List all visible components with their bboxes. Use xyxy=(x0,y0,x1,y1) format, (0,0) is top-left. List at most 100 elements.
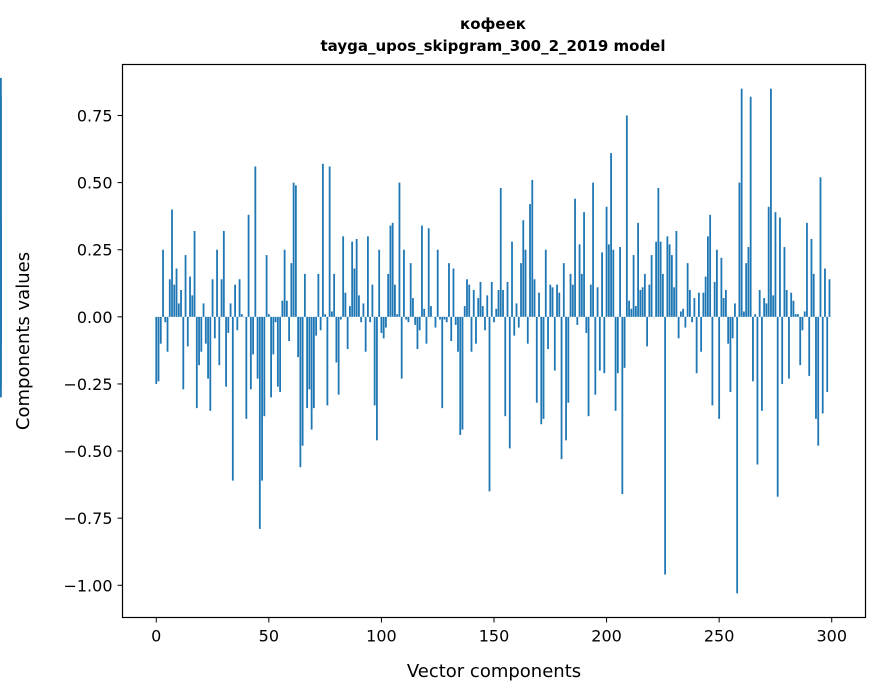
bar xyxy=(450,316,453,341)
bar xyxy=(486,295,489,317)
y-tick-label: 0.75 xyxy=(77,107,113,126)
bar xyxy=(697,292,700,317)
y-tick-label: −1.00 xyxy=(63,576,112,595)
bar xyxy=(794,314,797,317)
bar xyxy=(709,214,712,317)
bar xyxy=(157,316,160,382)
bar xyxy=(783,247,786,317)
bar xyxy=(362,303,365,317)
bar xyxy=(693,298,696,317)
bar xyxy=(407,316,410,323)
bar xyxy=(517,316,520,328)
bar xyxy=(684,316,687,328)
bar xyxy=(756,316,759,465)
bar xyxy=(175,268,178,317)
bar xyxy=(628,300,630,317)
bar xyxy=(589,284,592,317)
bar xyxy=(290,263,293,317)
bar xyxy=(623,316,626,368)
bar xyxy=(371,284,374,317)
bar xyxy=(200,316,203,352)
bar xyxy=(515,303,518,317)
bar xyxy=(621,316,624,495)
x-tick-label: 50 xyxy=(259,627,279,646)
bar xyxy=(691,316,694,323)
bar xyxy=(171,209,173,317)
bar xyxy=(533,279,536,317)
bar xyxy=(191,295,194,317)
bar xyxy=(380,316,383,333)
y-tick-label: −0.75 xyxy=(63,509,112,528)
bar xyxy=(821,316,824,414)
bar xyxy=(815,316,817,419)
bar xyxy=(369,316,372,323)
bar xyxy=(612,249,615,317)
bar xyxy=(263,316,266,417)
bar xyxy=(679,311,682,317)
bar xyxy=(211,279,214,317)
bar xyxy=(576,316,579,325)
bar xyxy=(475,316,477,344)
bar xyxy=(423,308,426,317)
bar xyxy=(279,316,282,393)
bar xyxy=(508,316,511,449)
bar xyxy=(285,300,288,317)
bar xyxy=(770,88,772,317)
bar xyxy=(159,316,162,344)
bar xyxy=(409,263,412,317)
bar xyxy=(231,316,234,481)
bar xyxy=(310,316,313,430)
bar xyxy=(299,316,302,468)
bar xyxy=(292,182,295,317)
chart-title: кофеек xyxy=(460,15,526,33)
bar xyxy=(767,206,770,317)
bar xyxy=(806,222,808,317)
bar xyxy=(274,316,277,323)
bar xyxy=(675,230,678,317)
bar xyxy=(360,316,363,323)
bar xyxy=(0,316,2,387)
bar xyxy=(385,316,387,328)
bar xyxy=(346,316,349,350)
bar xyxy=(168,279,171,317)
bar xyxy=(502,290,504,317)
bar xyxy=(256,316,259,379)
bar xyxy=(661,273,664,317)
bar xyxy=(427,228,430,317)
bar xyxy=(616,316,619,374)
bar xyxy=(754,314,757,317)
bar xyxy=(720,257,723,317)
bar xyxy=(441,316,444,409)
bar xyxy=(367,236,369,317)
bar xyxy=(312,316,315,409)
bar xyxy=(209,316,212,411)
bar xyxy=(797,314,799,317)
bar xyxy=(641,287,644,317)
bar xyxy=(247,214,250,317)
bar xyxy=(182,316,185,390)
bar xyxy=(376,316,378,441)
bar xyxy=(472,290,475,317)
bar xyxy=(585,316,588,333)
bar xyxy=(562,263,565,317)
bar xyxy=(826,316,829,393)
y-tick-label: 0.50 xyxy=(77,174,113,193)
x-tick-label: 200 xyxy=(591,627,622,646)
bar xyxy=(722,298,725,317)
bar xyxy=(513,316,516,336)
bar xyxy=(220,279,223,317)
bar xyxy=(186,316,189,347)
bar xyxy=(603,316,606,374)
bar xyxy=(677,316,680,339)
bar xyxy=(706,236,709,317)
bar xyxy=(614,316,617,411)
bar xyxy=(254,166,257,317)
bar xyxy=(619,247,621,317)
bar xyxy=(819,177,822,317)
bar xyxy=(792,300,795,317)
bar xyxy=(499,187,502,317)
bar xyxy=(549,284,552,317)
bar xyxy=(749,96,752,317)
bar xyxy=(526,316,529,344)
y-axis-ticks: −1.00 −0.75 −0.50 −0.25 0.00 0.25 0.50 0.75 xyxy=(63,107,123,595)
